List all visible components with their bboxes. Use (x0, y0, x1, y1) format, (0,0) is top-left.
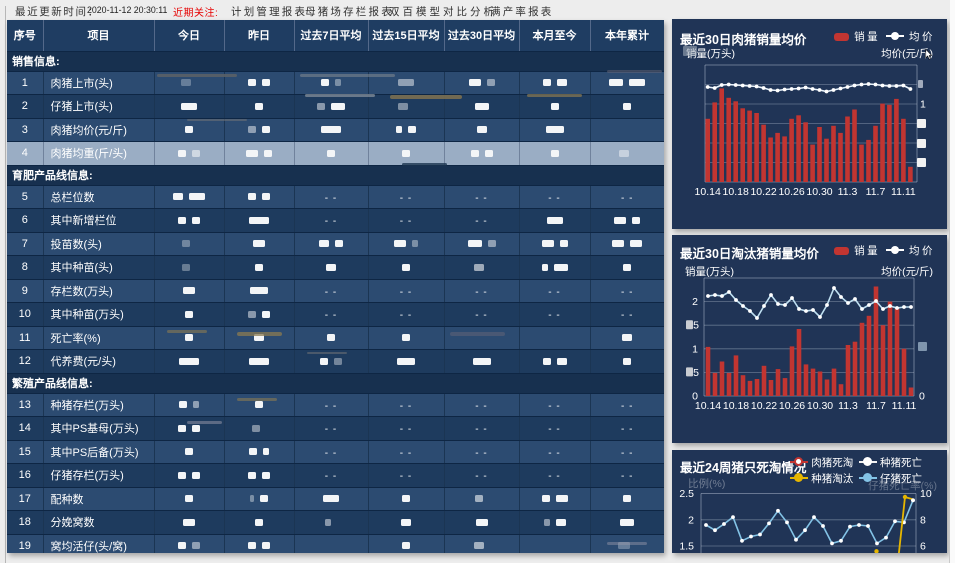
svg-text:10.14: 10.14 (695, 400, 721, 412)
svg-text:6: 6 (920, 541, 926, 553)
svg-text:10: 10 (920, 488, 932, 500)
svg-text:11.7: 11.7 (866, 400, 886, 412)
svg-text:10.18: 10.18 (723, 400, 749, 412)
svg-text:11.3: 11.3 (838, 400, 858, 412)
svg-text:10.14: 10.14 (695, 186, 721, 198)
svg-text:2: 2 (688, 514, 694, 526)
svg-text:10.30: 10.30 (807, 400, 833, 412)
svg-text:10.18: 10.18 (723, 186, 749, 198)
svg-text:11.3: 11.3 (838, 186, 858, 198)
svg-text:1: 1 (692, 343, 698, 355)
svg-text:11.11: 11.11 (891, 186, 916, 198)
svg-text:11.11: 11.11 (892, 400, 917, 412)
svg-text:11.7: 11.7 (866, 186, 886, 198)
svg-text:0: 0 (919, 391, 925, 403)
svg-text:10.26: 10.26 (778, 186, 804, 198)
svg-text:0: 0 (692, 391, 698, 403)
svg-text:10.26: 10.26 (779, 400, 805, 412)
svg-text:10.22: 10.22 (751, 400, 777, 412)
svg-text:10.22: 10.22 (750, 186, 776, 198)
svg-text:1: 1 (920, 99, 926, 111)
svg-text:8: 8 (920, 514, 926, 526)
svg-text:10.30: 10.30 (806, 186, 832, 198)
svg-text:5: 5 (693, 320, 699, 332)
svg-text:5: 5 (693, 367, 699, 379)
svg-text:2.5: 2.5 (679, 488, 694, 500)
svg-text:1.5: 1.5 (679, 541, 694, 553)
svg-text:2: 2 (692, 296, 698, 308)
